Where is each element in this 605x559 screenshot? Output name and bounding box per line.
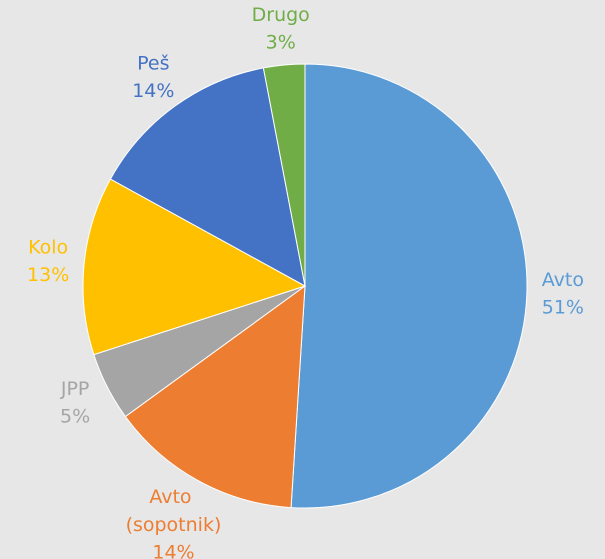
slice-label: Peš xyxy=(137,52,169,74)
slice-label: JPP xyxy=(60,378,90,400)
label-line: Kolo xyxy=(28,236,68,258)
slice-label: Drugo xyxy=(252,4,310,26)
label-line: JPP xyxy=(60,378,90,400)
value-label: 14% xyxy=(132,80,174,102)
value-label: 14% xyxy=(152,542,194,559)
value-label: 13% xyxy=(27,264,69,286)
pie-slice xyxy=(262,63,306,287)
pie-slice xyxy=(109,67,306,287)
slice-label: Avto (sopotnik) xyxy=(126,486,222,536)
slice-label: Kolo xyxy=(28,236,68,258)
pie-slice xyxy=(82,178,307,356)
label-line: Peš xyxy=(137,52,169,74)
value-label: 5% xyxy=(60,406,90,428)
label-line: Avto xyxy=(542,269,584,291)
label-line: Drugo xyxy=(252,4,310,26)
label-line: Avto xyxy=(149,486,197,508)
value-label: 51% xyxy=(542,297,584,319)
pie-slice xyxy=(290,63,528,509)
value-label: 3% xyxy=(266,32,296,54)
pie-slice xyxy=(124,284,306,509)
label-line: (sopotnik) xyxy=(126,514,222,536)
slice-label: Avto xyxy=(542,269,584,291)
